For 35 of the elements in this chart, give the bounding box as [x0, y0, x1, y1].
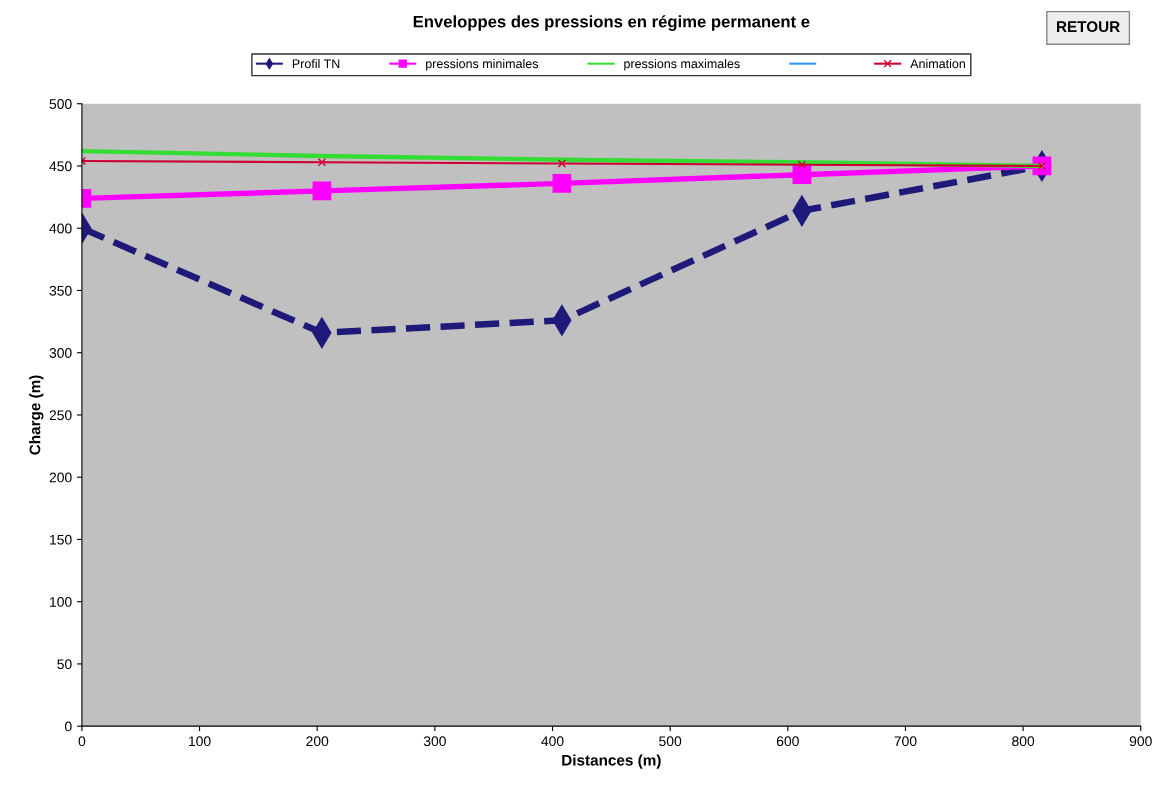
point	[797, 160, 807, 169]
text: RETOUR	[1057, 21, 1120, 33]
x-tick-label: 300	[423, 736, 446, 747]
y-tick-label: 200	[49, 472, 72, 483]
x-tick-label: 700	[894, 736, 917, 747]
legend-label: pressions minimales	[426, 58, 539, 71]
y-tick-label: 0	[65, 721, 72, 732]
y-tick-label: 50	[57, 659, 72, 670]
point	[312, 181, 332, 201]
x-tick-label: 500	[659, 736, 682, 747]
x-tick-label: 0	[78, 736, 86, 747]
legend-label: Profil TN	[292, 58, 340, 69]
point	[552, 174, 572, 193]
chart-title: Enveloppes des pressions en régime permanent e	[413, 15, 810, 31]
x-tick-label: 800	[1012, 736, 1035, 747]
legend-label: pressions maximales	[624, 58, 740, 71]
point	[792, 165, 812, 185]
x-axis-title: Distances (m)	[562, 754, 661, 769]
y-tick-label: 100	[50, 597, 72, 607]
y-axis-title: Charge (m)	[29, 375, 44, 455]
x-tick-label: 600	[776, 736, 799, 747]
x-tick-label: 400	[541, 736, 564, 747]
y-tick-label: 400	[49, 223, 72, 234]
point	[557, 159, 567, 168]
x-tick-label: 200	[306, 736, 329, 747]
legend-label: Animation	[910, 58, 965, 69]
point	[317, 158, 327, 167]
y-tick-label: 350	[49, 285, 72, 296]
y-tick-label: 450	[49, 161, 72, 172]
y-tick-label: 500	[49, 99, 72, 109]
y-tick-label: 300	[49, 348, 72, 358]
y-tick-label: 150	[50, 534, 72, 545]
y-tick-label: 250	[49, 410, 72, 421]
x-tick-label: 900	[1129, 736, 1152, 747]
x-tick-label: 100	[189, 736, 211, 747]
